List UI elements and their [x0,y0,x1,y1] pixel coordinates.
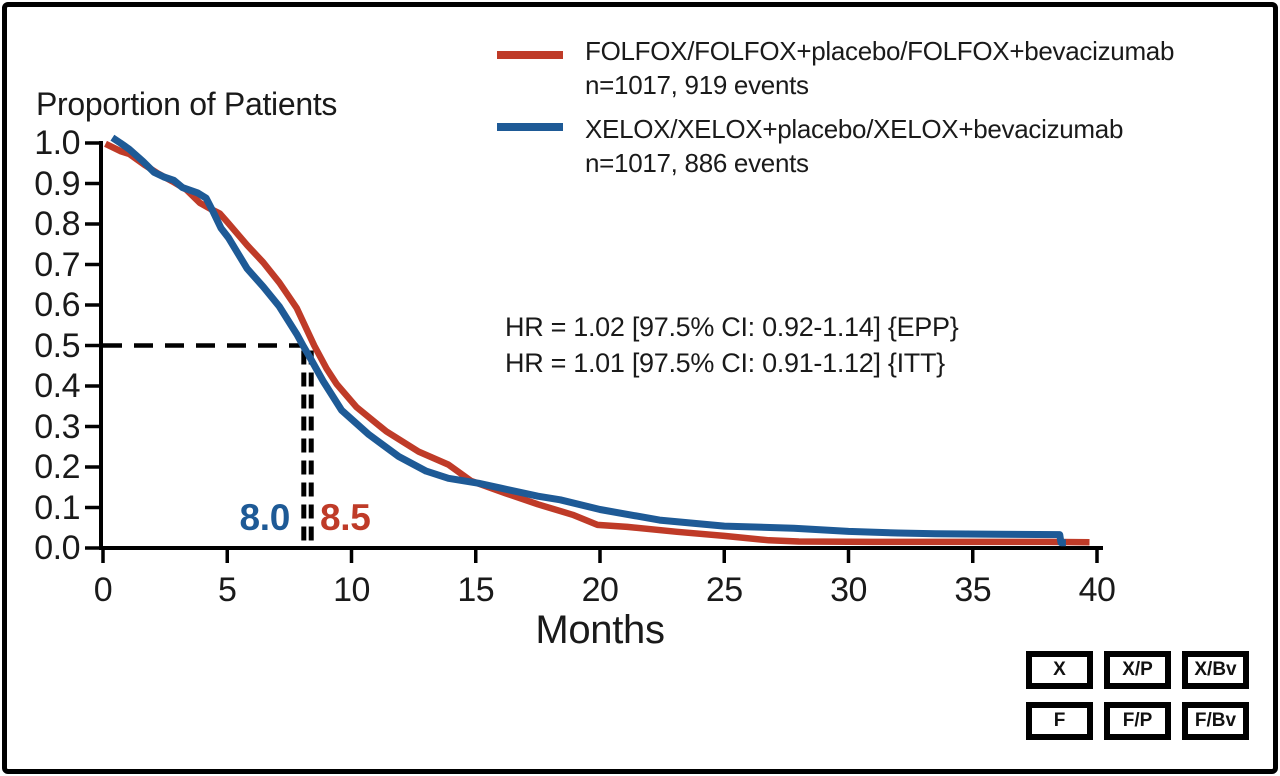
x-axis-title: Months [535,608,665,652]
x-tick-label: 5 [218,571,237,609]
x-tick-label: 40 [1078,571,1116,609]
group-key-f-p[interactable]: F/P [1104,702,1171,740]
y-tick-label: 0.1 [34,488,80,527]
hr-annotation-epp: HR = 1.02 [97.5% CI: 0.92-1.14] {EPP} [505,312,959,342]
group-key-x[interactable]: X [1026,651,1093,689]
y-tick-label: 0.9 [34,164,80,203]
folfox-legend-label: FOLFOX/FOLFOX+placebo/FOLFOX+bevacizumab [585,36,1175,66]
folfox-curve [104,140,1090,546]
y-tick-label: 0.2 [34,448,80,486]
group-key-x-bv[interactable]: X/Bv [1182,651,1249,689]
treatment-group-key-row: X X/P X/Bv [1026,651,1249,689]
y-tick-label: 0.5 [34,326,80,365]
y-tick-label: 0.4 [34,367,80,405]
xelox-legend-events: n=1017, 886 events [585,148,809,178]
y-axis-title: Proportion of Patients [36,86,338,122]
hr-annotation-itt: HR = 1.01 [97.5% CI: 0.91-1.12] {ITT} [505,348,945,378]
y-tick-label: 0.7 [34,245,80,284]
folfox-median-label: 8.5 [320,497,371,538]
group-key-f[interactable]: F [1026,702,1093,740]
xelox-curve [110,134,1066,547]
folfox-legend-swatch [497,51,563,59]
group-key-f-bv[interactable]: F/Bv [1182,702,1249,740]
x-tick-label: 30 [830,571,867,609]
xelox-legend-swatch [497,123,563,131]
treatment-group-key-row: F F/P F/Bv [1026,702,1249,740]
xelox-median-label: 8.0 [239,497,290,538]
y-tick-label: 0.8 [34,205,80,243]
y-tick-label: 1.0 [34,124,80,162]
x-tick-label: 35 [954,571,992,609]
x-tick-label: 10 [333,571,370,609]
x-tick-label: 15 [457,571,495,609]
y-tick-label: 0.6 [34,286,80,324]
y-tick-label: 0.3 [34,407,80,446]
x-tick-label: 0 [93,571,113,609]
x-tick-label: 25 [705,571,743,609]
x-tick-label: 20 [581,571,619,609]
y-tick-label: 0.0 [34,529,80,567]
treatment-group-key: X X/P X/Bv F F/P F/Bv [1026,651,1249,753]
folfox-legend-events: n=1017, 919 events [585,70,809,100]
xelox-legend-label: XELOX/XELOX+placebo/XELOX+bevacizumab [585,114,1124,144]
group-key-x-p[interactable]: X/P [1104,651,1171,689]
